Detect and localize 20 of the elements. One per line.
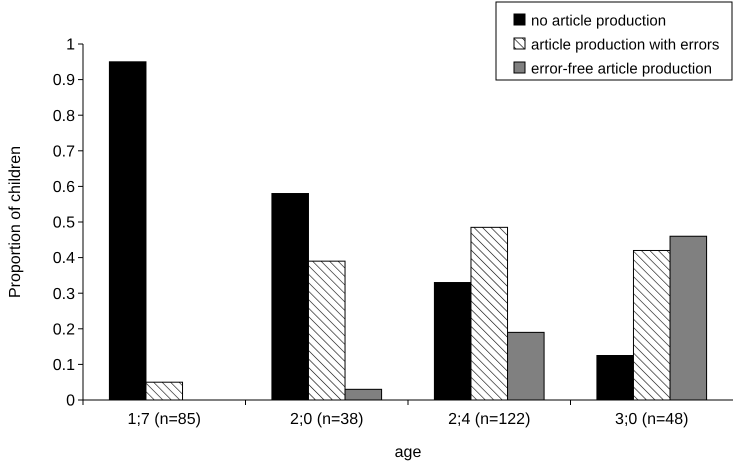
x-tick-label: 2;4 (n=122) bbox=[448, 411, 530, 428]
x-tick-label: 1;7 (n=85) bbox=[128, 411, 201, 428]
y-tick-label: 0.8 bbox=[52, 108, 76, 125]
y-tick-label: 1 bbox=[66, 36, 76, 54]
legend-label: article production with errors bbox=[531, 36, 720, 54]
y-tick-label: 0.9 bbox=[52, 72, 76, 90]
y-tick-label: 0 bbox=[66, 392, 76, 410]
y-tick-label: 0.7 bbox=[52, 143, 76, 160]
y-tick-label: 0.2 bbox=[52, 321, 76, 338]
x-tick-label: 2;0 (n=38) bbox=[290, 411, 364, 428]
x-tick-label: 3;0 (n=48) bbox=[615, 411, 688, 428]
y-tick-label: 0.6 bbox=[52, 179, 76, 196]
legend-label: no article production bbox=[531, 12, 666, 30]
legend-label: error-free article production bbox=[531, 60, 712, 78]
y-tick-label: 0.5 bbox=[52, 214, 76, 232]
y-tick-label: 0.1 bbox=[52, 357, 76, 374]
y-axis-title: Proportion of children bbox=[7, 146, 24, 298]
x-axis-title: age bbox=[394, 444, 422, 461]
y-tick-label: 0.3 bbox=[52, 286, 76, 303]
y-tick-label: 0.4 bbox=[52, 250, 76, 268]
